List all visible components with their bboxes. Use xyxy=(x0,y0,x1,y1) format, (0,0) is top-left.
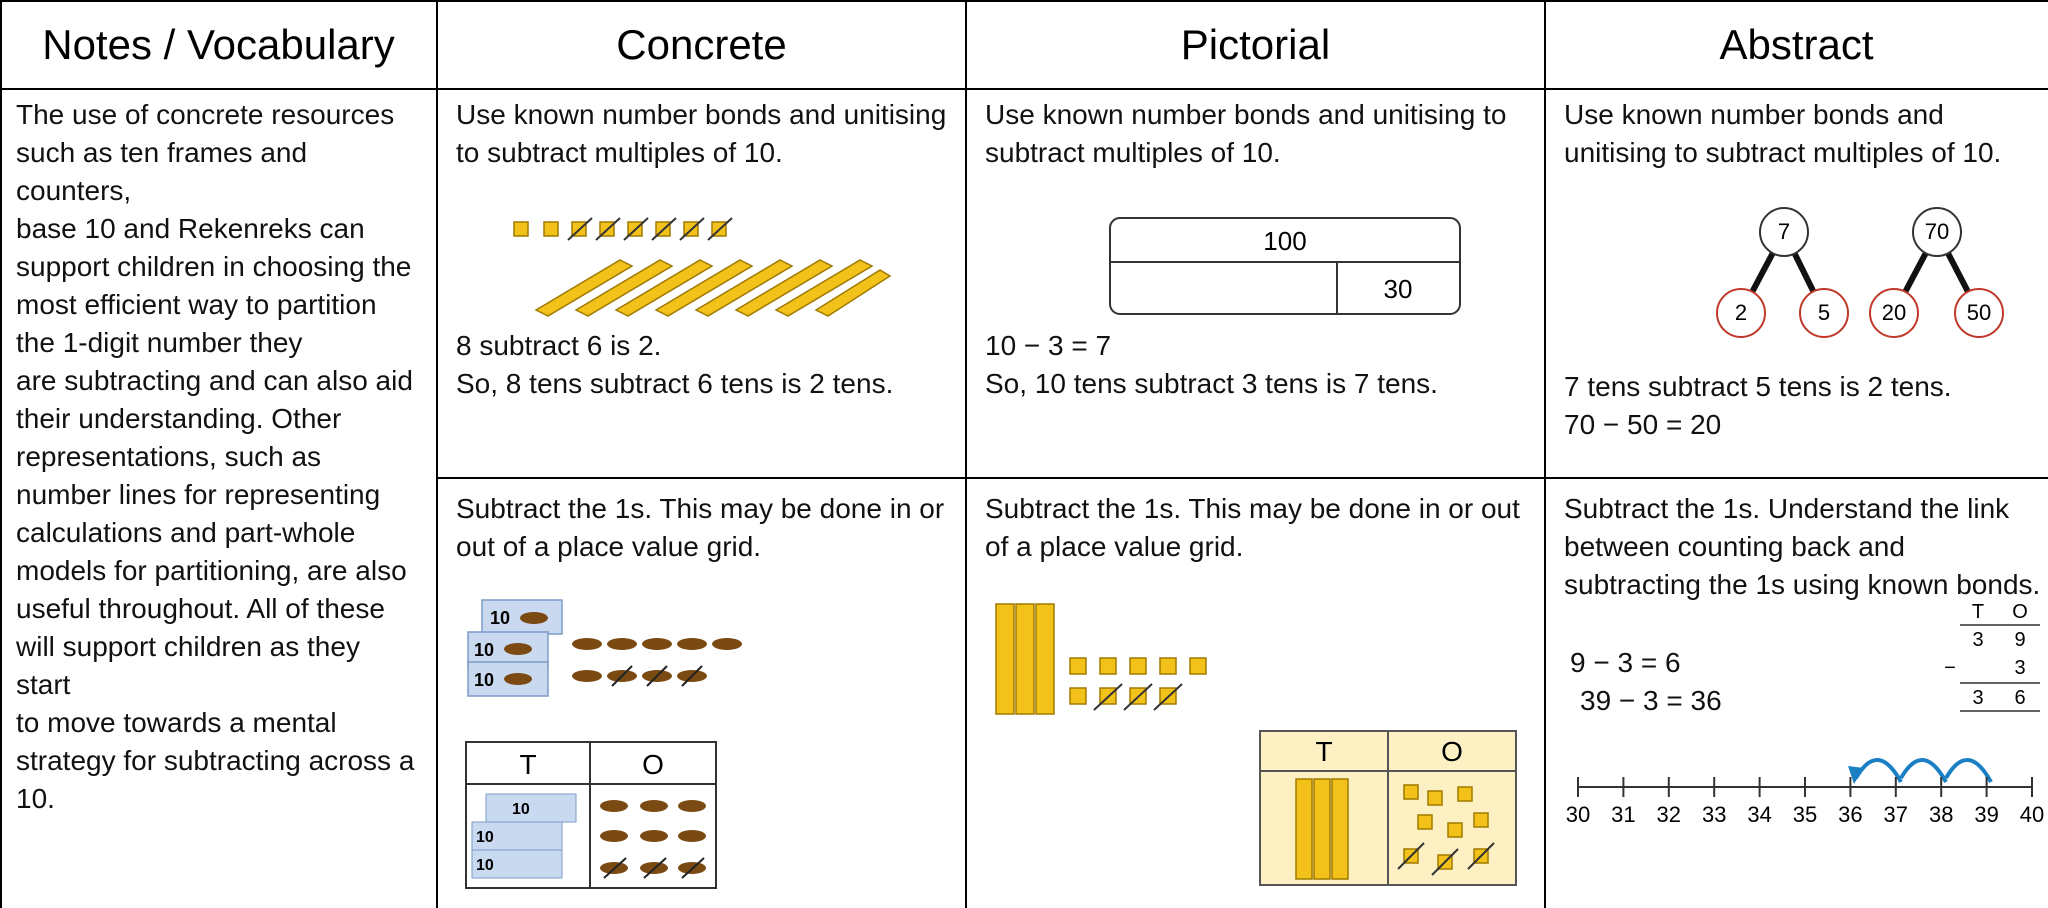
intro: Use known number bonds and unitising to … xyxy=(985,99,1507,168)
part: 20 xyxy=(1882,300,1906,325)
digit: 3 xyxy=(1972,629,1983,651)
intro: Use known number bonds and unitising to … xyxy=(456,99,947,168)
number-line-label: 39 xyxy=(1974,802,1998,827)
rod-label: 10 xyxy=(474,670,494,690)
column-subtraction: T O 3 9 − 3 3 6 xyxy=(1944,601,2040,712)
notes: The use of concrete resources such as te… xyxy=(16,96,421,818)
text-line: 39 − 3 = 36 xyxy=(1580,685,1722,716)
border xyxy=(965,0,967,908)
number-line-label: 30 xyxy=(1566,802,1590,827)
number-line-label: 37 xyxy=(1884,802,1908,827)
header-cell: Pictorial xyxy=(1180,21,1331,68)
base-ten-blocks xyxy=(995,603,1207,715)
text-line: 8 subtract 6 is 2. xyxy=(456,330,662,361)
digit: 6 xyxy=(2014,687,2025,709)
border xyxy=(436,0,438,908)
notes-paragraph: The use of concrete resources such as te… xyxy=(16,99,395,206)
whole: 7 xyxy=(1778,219,1790,244)
digit: 3 xyxy=(1972,687,1983,709)
column-header: T xyxy=(1315,736,1332,767)
ten-frames: 10 10 10 xyxy=(467,599,742,697)
base-ten-blocks xyxy=(513,217,892,317)
border xyxy=(0,88,2048,90)
number-line-label: 36 xyxy=(1838,802,1862,827)
text-line: 7 tens subtract 5 tens is 2 tens. xyxy=(1564,371,1952,402)
notes-paragraph: base 10 and Rekenreks can support childr… xyxy=(16,213,412,358)
number-line-label: 34 xyxy=(1747,802,1771,827)
sign: − xyxy=(1944,657,1956,679)
border xyxy=(0,0,2048,2)
text-lines: 10 − 3 = 7 So, 10 tens subtract 3 tens i… xyxy=(985,327,1535,403)
bar-part: 30 xyxy=(1384,274,1413,304)
text-line: 10 − 3 = 7 xyxy=(985,330,1112,361)
column-header: T xyxy=(1972,601,1984,623)
digit: 9 xyxy=(2014,629,2025,651)
number-line-label: 31 xyxy=(1611,802,1635,827)
text-lines: 7 tens subtract 5 tens is 2 tens. 70 − 5… xyxy=(1564,368,2044,444)
notes-paragraph: are subtracting and can also aid their u… xyxy=(16,365,413,586)
column-header: O xyxy=(2012,601,2028,623)
bar-whole: 100 xyxy=(1263,226,1306,256)
part-whole-models: 7 2 5 70 20 50 xyxy=(1716,207,2004,338)
part: 5 xyxy=(1818,300,1830,325)
text-line: So, 8 tens subtract 6 tens is 2 tens. xyxy=(456,368,894,399)
place-value-grid: T O xyxy=(1259,730,1517,886)
notes-paragraph: to move towards a mental strategy for su… xyxy=(16,707,415,814)
border xyxy=(0,0,2,908)
place-value-grid: T O 10 10 10 xyxy=(465,741,717,889)
header-cell: Abstract xyxy=(1719,21,1874,68)
border xyxy=(1544,0,1546,908)
digit: 3 xyxy=(2014,657,2025,679)
notes-paragraph: useful throughout. All of these will sup… xyxy=(16,593,385,700)
whole: 70 xyxy=(1925,219,1949,244)
rod-label: 10 xyxy=(476,829,494,846)
text-line: 70 − 50 = 20 xyxy=(1564,409,1722,440)
header-cell: Concrete xyxy=(616,21,787,68)
column-header: T xyxy=(519,749,536,780)
rod-label: 10 xyxy=(474,640,494,660)
border xyxy=(437,477,2048,479)
part: 50 xyxy=(1967,300,1991,325)
number-line: 30 31 32 33 34 35 36 37 38 39 40 xyxy=(1566,758,2044,827)
rod-label: 10 xyxy=(476,857,494,874)
text-line: So, 10 tens subtract 3 tens is 7 tens. xyxy=(985,368,1438,399)
number-line-label: 40 xyxy=(2020,802,2044,827)
intro: Subtract the 1s. This may be done in or … xyxy=(456,493,945,562)
text-line: 9 − 3 = 6 xyxy=(1570,647,1681,678)
part: 2 xyxy=(1735,300,1747,325)
number-line-label: 32 xyxy=(1657,802,1681,827)
column-header: O xyxy=(642,749,664,780)
intro: Use known number bonds and unitising to … xyxy=(1564,99,2002,168)
intro: Subtract the 1s. This may be done in or … xyxy=(985,493,1520,562)
number-line-label: 38 xyxy=(1929,802,1953,827)
header-cell: Notes / Vocabulary xyxy=(42,21,395,68)
number-line-label: 33 xyxy=(1702,802,1726,827)
intro: Subtract the 1s. Understand the link bet… xyxy=(1564,493,2041,600)
column-header: O xyxy=(1441,736,1463,767)
rod-label: 10 xyxy=(490,608,510,628)
number-line-label: 35 xyxy=(1793,802,1817,827)
rod-label: 10 xyxy=(512,801,530,818)
text-lines: 9 − 3 = 6 39 − 3 = 36 xyxy=(1570,644,1870,720)
text-lines: 8 subtract 6 is 2. So, 8 tens subtract 6… xyxy=(456,327,956,403)
bar-model: 100 30 xyxy=(1109,217,1461,315)
